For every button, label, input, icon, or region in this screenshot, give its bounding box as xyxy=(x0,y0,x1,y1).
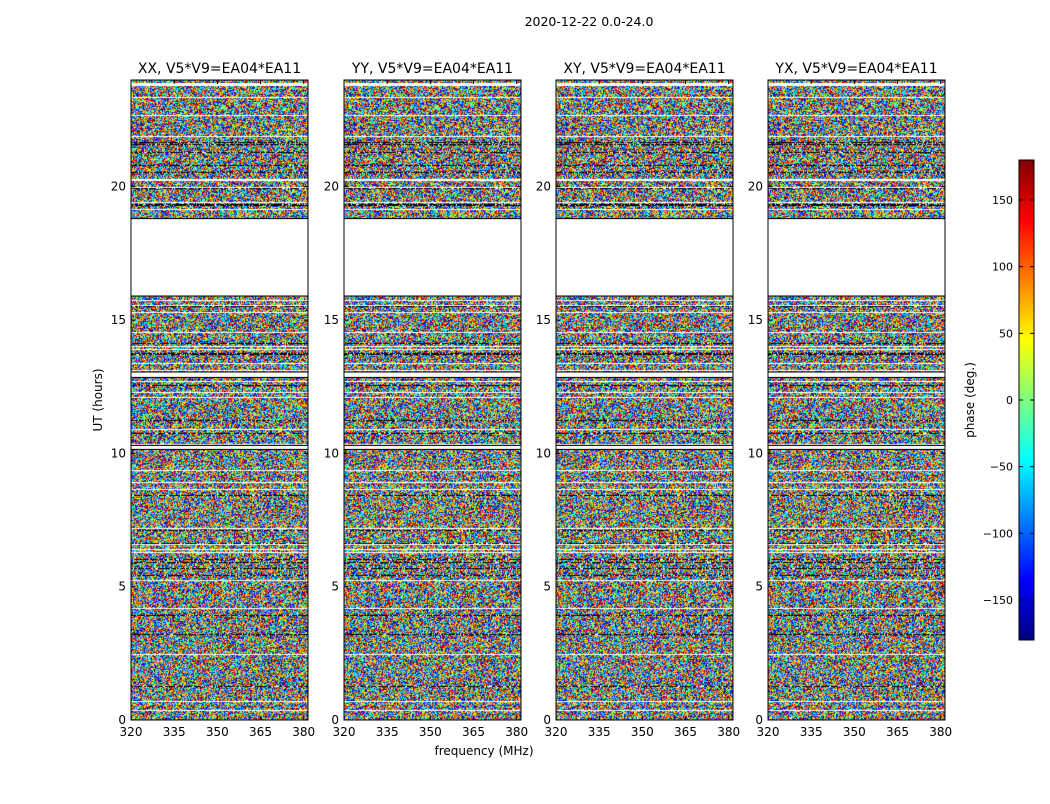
y-tick-label: 10 xyxy=(111,446,126,460)
panel-title: YY, V5*V9=EA04*EA11 xyxy=(351,61,513,77)
x-axis-label: frequency (MHz) xyxy=(434,744,533,758)
x-tick-label: 365 xyxy=(674,725,697,739)
y-tick-label: 20 xyxy=(324,180,339,194)
x-tick-label: 350 xyxy=(843,725,866,739)
data-gap xyxy=(768,445,945,450)
colorbar-tick-label: 0 xyxy=(1006,394,1013,407)
colorbar-tick-label: −50 xyxy=(990,461,1013,474)
data-gap xyxy=(131,445,308,450)
panel-yx: YX, V5*V9=EA04*EA11 320 335 350 365 380 0 5 10 15… xyxy=(748,61,952,739)
y-tick-label: 10 xyxy=(748,446,763,460)
x-tick-label: 350 xyxy=(631,725,654,739)
panel-title: YX, V5*V9=EA04*EA11 xyxy=(774,61,937,77)
y-tick-label: 20 xyxy=(536,180,551,194)
data-gap xyxy=(768,372,945,378)
panel-frame xyxy=(343,79,522,721)
y-tick-label: 5 xyxy=(331,580,339,594)
colorbar: 150 100 50 0 −50 −100 −150 xyxy=(983,159,1035,641)
y-tick-label: 15 xyxy=(748,313,763,327)
phase-heatmap xyxy=(556,80,733,720)
y-tick-label: 15 xyxy=(111,313,126,327)
panel-title: XX, V5*V9=EA04*EA11 xyxy=(138,61,301,77)
panel-xy: XY, V5*V9=EA04*EA11 320 335 350 365 380 0 5 10 15… xyxy=(536,61,740,739)
colorbar-tick-label: 100 xyxy=(992,261,1013,274)
colorbar-tick-label: 150 xyxy=(992,194,1013,207)
data-gap xyxy=(768,218,945,296)
x-tick-label: 365 xyxy=(249,725,272,739)
y-tick-label: 10 xyxy=(324,446,339,460)
x-tick-label: 365 xyxy=(886,725,909,739)
x-tick-label: 380 xyxy=(505,725,528,739)
data-gap xyxy=(344,372,521,378)
y-tick-label: 5 xyxy=(543,580,551,594)
data-gap xyxy=(131,218,308,296)
panel-frame xyxy=(555,79,734,721)
x-tick-label: 380 xyxy=(929,725,952,739)
panel-xx: XX, V5*V9=EA04*EA11 320 335 350 365 380 0 5 10 15… xyxy=(111,61,315,739)
phase-heatmap xyxy=(768,80,945,720)
y-tick-label: 5 xyxy=(755,580,763,594)
panel-yy: YY, V5*V9=EA04*EA11 320 335 350 365 380 0 5 10 15… xyxy=(324,61,528,739)
x-tick-label: 335 xyxy=(376,725,399,739)
colorbar-label: phase (deg.) xyxy=(963,362,977,438)
x-tick-label: 350 xyxy=(419,725,442,739)
data-gap xyxy=(556,372,733,378)
data-gap xyxy=(344,445,521,450)
x-tick-label: 320 xyxy=(333,725,356,739)
x-tick-label: 350 xyxy=(206,725,229,739)
chart-title: 2020-12-22 0.0-24.0 xyxy=(525,14,654,29)
panel-frame xyxy=(130,79,309,721)
colorbar-tick-label: 50 xyxy=(999,327,1013,340)
y-tick-label: 5 xyxy=(118,580,126,594)
panel-title: XY, V5*V9=EA04*EA11 xyxy=(563,61,725,77)
x-tick-label: 335 xyxy=(588,725,611,739)
y-tick-label: 0 xyxy=(118,713,126,727)
y-tick-label: 15 xyxy=(536,313,551,327)
x-tick-label: 380 xyxy=(717,725,740,739)
colorbar-tick-label: −150 xyxy=(983,594,1013,607)
x-tick-label: 320 xyxy=(120,725,143,739)
data-gap xyxy=(131,372,308,378)
y-tick-label: 0 xyxy=(755,713,763,727)
panels-layer: XX, V5*V9=EA04*EA11 320 335 350 365 380 0 5 10 15… xyxy=(111,61,952,739)
data-gap xyxy=(344,218,521,296)
x-tick-label: 380 xyxy=(292,725,315,739)
x-tick-label: 365 xyxy=(462,725,485,739)
y-axis-label: UT (hours) xyxy=(91,368,105,431)
x-tick-label: 335 xyxy=(800,725,823,739)
phase-heatmap xyxy=(131,80,308,720)
data-gap xyxy=(556,218,733,296)
x-tick-label: 335 xyxy=(163,725,186,739)
y-tick-label: 0 xyxy=(331,713,339,727)
phase-heatmap xyxy=(344,80,521,720)
x-tick-label: 320 xyxy=(545,725,568,739)
y-tick-label: 20 xyxy=(748,180,763,194)
data-gap xyxy=(556,445,733,450)
colorbar-tick-label: −100 xyxy=(983,527,1013,540)
y-tick-label: 0 xyxy=(543,713,551,727)
y-tick-label: 10 xyxy=(536,446,551,460)
y-tick-label: 20 xyxy=(111,180,126,194)
y-tick-label: 15 xyxy=(324,313,339,327)
panel-frame xyxy=(767,79,946,721)
x-tick-label: 320 xyxy=(757,725,780,739)
